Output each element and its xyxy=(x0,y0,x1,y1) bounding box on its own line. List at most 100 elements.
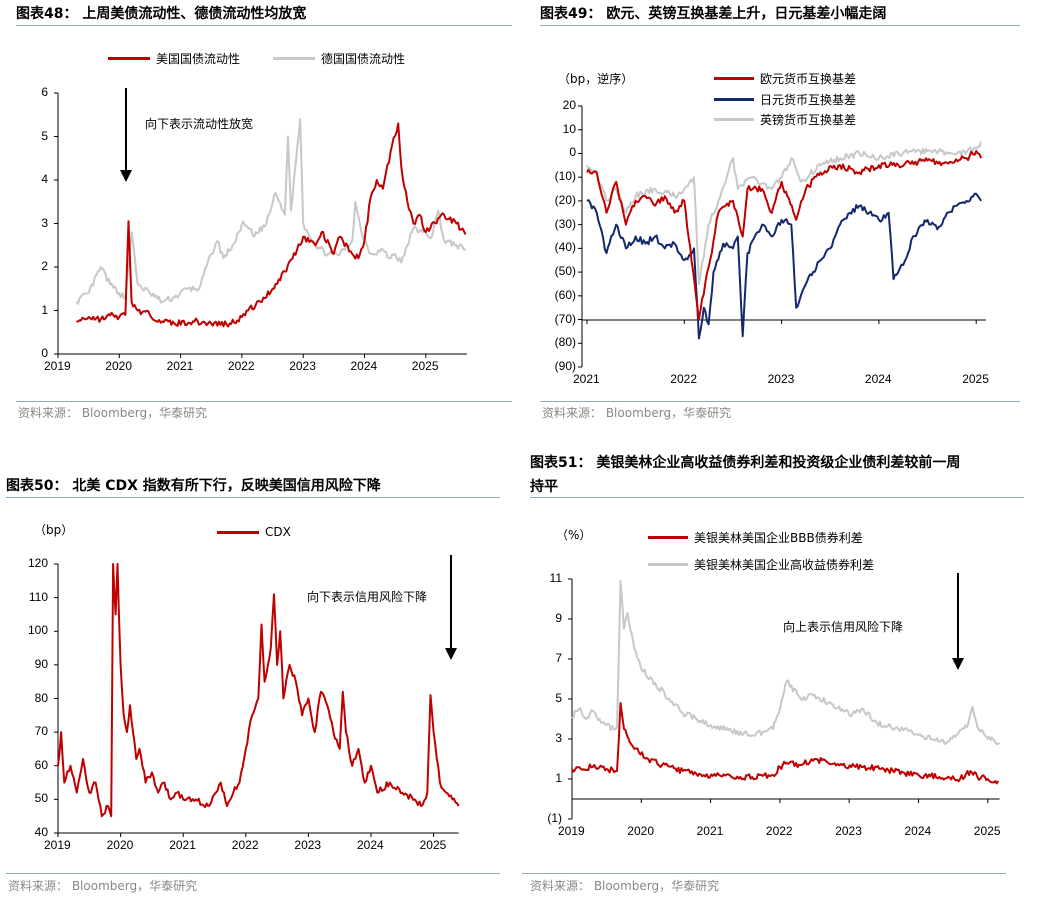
y-tick-label: 4 xyxy=(41,172,48,186)
y-tick-label: (30) xyxy=(554,216,576,231)
legend-swatch xyxy=(714,118,754,121)
x-tick-label: 2025 xyxy=(962,372,989,386)
x-tick-label: 2023 xyxy=(835,824,862,838)
legend-swatch xyxy=(714,77,754,80)
x-tick-label: 2020 xyxy=(627,824,654,838)
chart49-plot xyxy=(578,105,986,368)
y-tick-label: 60 xyxy=(34,757,48,772)
chart50-source-rule xyxy=(6,873,500,874)
chart48-legend-us: 美国国债流动性 xyxy=(108,50,240,67)
x-tick-label: 2024 xyxy=(864,372,892,386)
chart51-title-line2: 持平 xyxy=(530,479,558,495)
series-line-德国国债流动性 xyxy=(75,118,466,305)
y-tick-label: 3 xyxy=(41,215,48,230)
chart48-source-rule xyxy=(16,401,512,402)
chart51-annotation: 向上表示信用风险下降 xyxy=(783,620,904,634)
legend-swatch xyxy=(108,57,150,60)
x-tick-label: 2024 xyxy=(357,838,384,852)
y-tick-label: 2 xyxy=(41,259,48,273)
x-tick-label: 2022 xyxy=(227,359,255,373)
chart48-title-rule xyxy=(16,25,512,26)
x-tick-label: 2019 xyxy=(558,824,585,838)
y-tick-label: 80 xyxy=(34,690,48,705)
y-tick-label: 11 xyxy=(549,571,562,585)
chart49-unit: （bp，逆序） xyxy=(558,72,634,86)
y-tick-label: (90) xyxy=(554,359,576,373)
x-tick-label: 2025 xyxy=(419,838,447,852)
chart48-arrowhead-icon xyxy=(120,170,132,182)
y-tick-label: (70) xyxy=(554,311,576,326)
chart49-legend-eur: 欧元货币互换基差 xyxy=(714,70,856,87)
chart50-plot xyxy=(54,563,460,837)
legend-swatch xyxy=(714,98,754,101)
y-tick-label: 0 xyxy=(569,145,576,160)
y-tick-label: 90 xyxy=(34,656,48,671)
y-tick-label: 70 xyxy=(34,724,48,739)
chart51-plot xyxy=(568,578,1001,820)
chart51-source-rule xyxy=(522,873,1006,874)
series-line-美银美林美国企业BBB债券利差 xyxy=(571,702,1000,785)
series-line-美国国债流动性 xyxy=(76,122,467,328)
chart51-title-rule xyxy=(530,497,1024,498)
series-line-日元货币互换基差 xyxy=(586,192,982,340)
x-tick-label: 2023 xyxy=(289,359,316,373)
legend-swatch xyxy=(648,563,688,566)
y-tick-label: (10) xyxy=(554,169,576,184)
y-tick-label: 100 xyxy=(27,623,48,638)
y-tick-label: 1 xyxy=(555,771,562,785)
legend-label: CDX xyxy=(265,525,291,539)
chart49-source: 资料来源： Bloomberg，华泰研究 xyxy=(542,406,732,420)
x-tick-label: 2022 xyxy=(231,838,259,852)
x-tick-label: 2024 xyxy=(350,359,378,373)
series-line-英镑货币互换基差 xyxy=(586,141,983,285)
chart50-source: 资料来源： Bloomberg，华泰研究 xyxy=(8,879,198,893)
y-tick-label: 7 xyxy=(555,651,562,665)
y-tick-label: 1 xyxy=(41,302,48,317)
legend-label: 美国国债流动性 xyxy=(156,52,241,66)
y-tick-label: 6 xyxy=(41,85,48,99)
chart50-title: 图表50： 北美 CDX 指数有所下行，反映美国信用风险下降 xyxy=(6,478,381,494)
legend-label: 日元货币互换基差 xyxy=(760,93,857,107)
y-tick-label: (40) xyxy=(554,240,576,255)
chart48-plot xyxy=(54,92,467,358)
x-tick-label: 2025 xyxy=(411,359,439,373)
chart48-annotation: 向下表示流动性放宽 xyxy=(145,117,254,131)
chart49-source-rule xyxy=(540,401,1020,402)
y-tick-label: 5 xyxy=(555,691,562,705)
x-tick-label: 2021 xyxy=(169,838,196,852)
y-tick-label: 5 xyxy=(41,128,48,143)
y-tick-label: 0 xyxy=(41,346,48,360)
chart50-legend-cdx: CDX xyxy=(217,525,291,539)
y-tick-label: 110 xyxy=(28,589,48,604)
legend-swatch xyxy=(648,536,688,539)
x-tick-label: 2019 xyxy=(44,359,71,373)
x-tick-label: 2020 xyxy=(106,838,134,852)
chart51-legend-hy: 美银美林美国企业高收益债券利差 xyxy=(648,556,874,573)
y-tick-label: (80) xyxy=(554,335,576,350)
chart51-unit: （%） xyxy=(556,528,592,542)
y-tick-label: 20 xyxy=(562,98,576,112)
x-tick-label: 2023 xyxy=(767,372,795,386)
x-tick-label: 2022 xyxy=(765,824,793,838)
x-tick-label: 2019 xyxy=(44,838,71,852)
legend-label: 美银美林美国企业BBB债券利差 xyxy=(694,531,863,545)
y-tick-label: 3 xyxy=(555,731,562,745)
x-tick-label: 2022 xyxy=(670,372,697,386)
y-tick-label: 50 xyxy=(34,791,48,806)
chart48-title: 图表48： 上周美债流动性、德债流动性均放宽 xyxy=(16,6,307,22)
series-line-欧元货币互换基差 xyxy=(586,150,983,321)
chart49-title: 图表49： 欧元、英镑互换基差上升，日元基差小幅走阔 xyxy=(540,6,887,22)
y-tick-label: (20) xyxy=(554,192,576,207)
x-tick-label: 2021 xyxy=(166,359,194,373)
x-tick-label: 2021 xyxy=(573,372,600,386)
chart48-legend-de: 德国国债流动性 xyxy=(273,50,405,67)
y-tick-label: (60) xyxy=(554,287,576,302)
chart51-title-line1: 图表51： 美银美林企业高收益债券利差和投资级企业债利差较前一周 xyxy=(530,455,961,471)
chart50-annotation: 向下表示信用风险下降 xyxy=(307,590,428,604)
y-tick-label: (50) xyxy=(554,264,576,279)
x-tick-label: 2025 xyxy=(973,824,1001,838)
chart51-legend-bbb: 美银美林美国企业BBB债券利差 xyxy=(648,529,863,546)
chart51-arrowhead-icon xyxy=(952,658,964,670)
chart50-unit: （bp） xyxy=(34,523,74,537)
